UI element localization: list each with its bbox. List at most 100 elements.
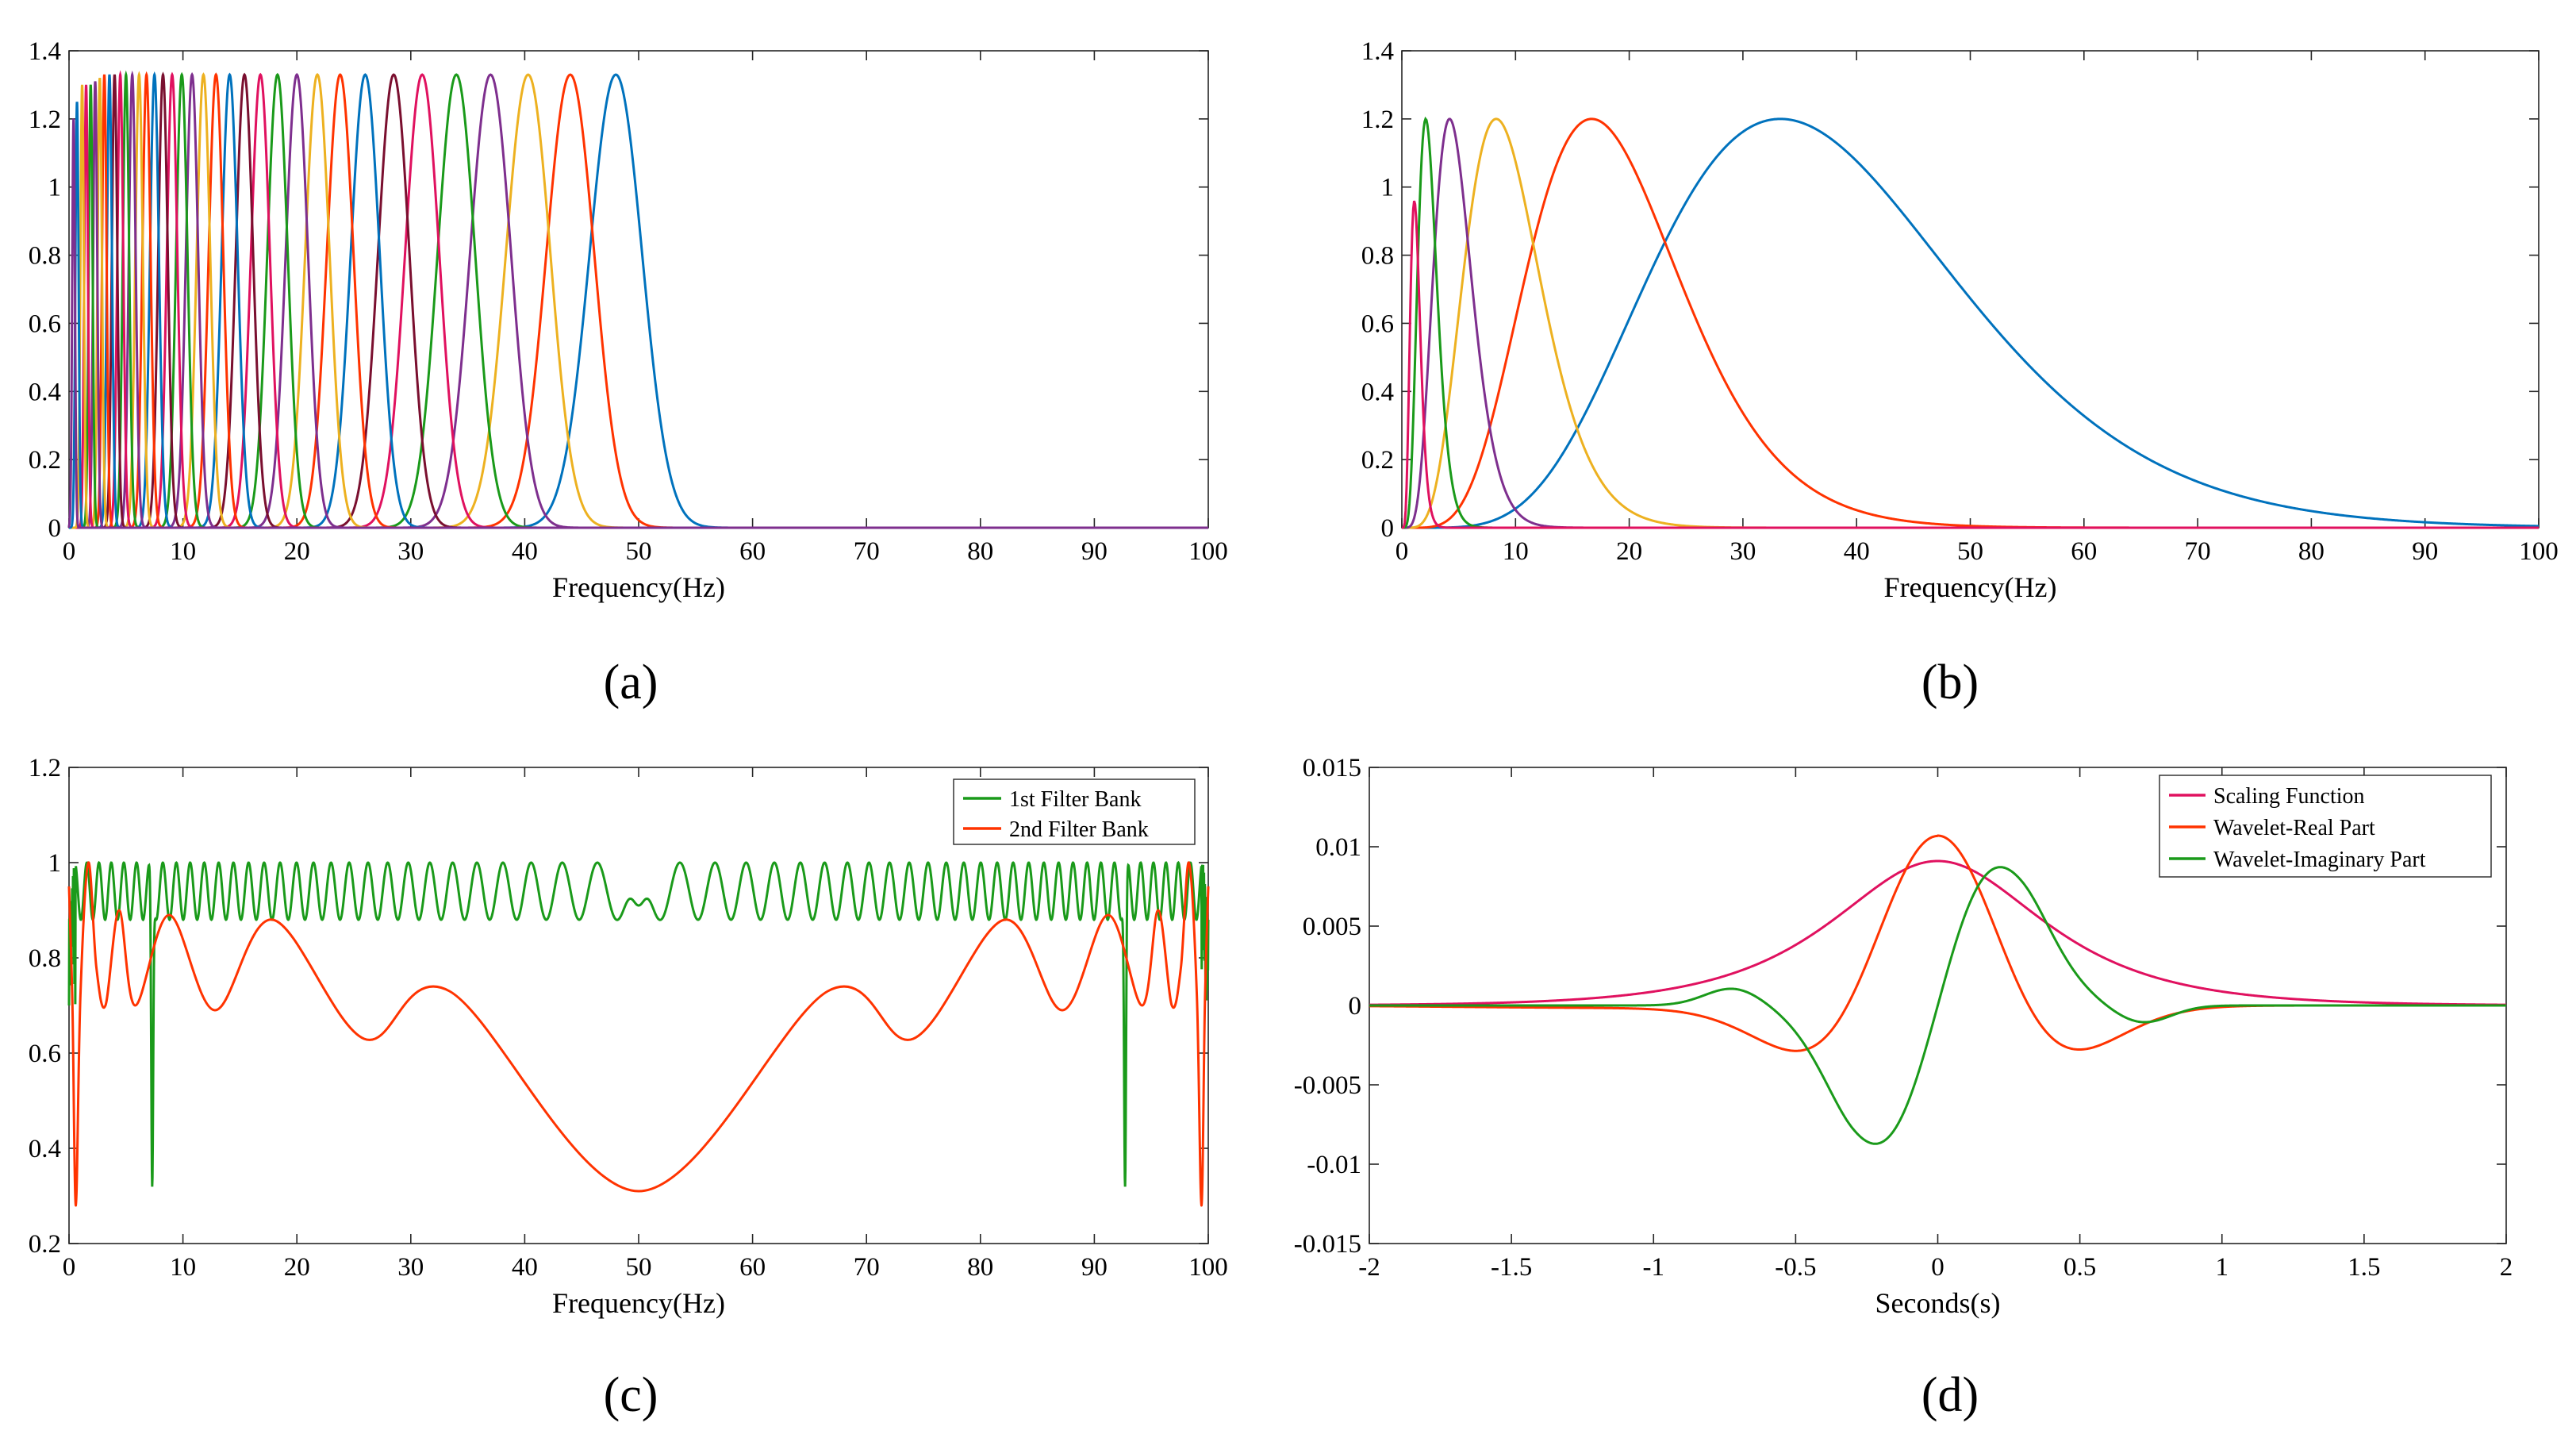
chart-panel-d: -2 -1.5 -1 -0.5 0 0.5 1 1.5 2 -0.015 -0.01 -0.005 0 0…	[1294, 754, 2513, 1319]
y-tick-label: 0.2	[29, 446, 61, 475]
x-tick-label: 60	[739, 537, 766, 566]
x-tick-label: -2	[1358, 1253, 1380, 1282]
x-tick-label: 0	[63, 1253, 76, 1282]
y-tick-label: 0.4	[29, 1135, 61, 1163]
y-tick-label: 0.015	[1303, 754, 1361, 782]
x-tick-label: -0.5	[1775, 1253, 1816, 1282]
series-line-filter-37	[67, 118, 1208, 529]
x-tick-label: 0	[1395, 537, 1409, 566]
y-tick-label: -0.005	[1294, 1071, 1361, 1100]
x-axis-title: Frequency(Hz)	[552, 1287, 725, 1319]
series-line-2nd-filter-bank	[67, 861, 1210, 1207]
x-tick-label: 40	[1844, 537, 1870, 566]
y-tick-label: 0.8	[1361, 242, 1394, 271]
x-tick-label: 80	[967, 1253, 993, 1282]
x-tick-label: 50	[1957, 537, 1983, 566]
y-tick-label: 1.2	[29, 754, 61, 782]
x-tick-label: 90	[1081, 1253, 1108, 1282]
y-tick-label: 1	[48, 174, 62, 202]
x-tick-label: 80	[967, 537, 993, 566]
x-tick-label: 70	[854, 1253, 880, 1282]
x-tick-label: 100	[2519, 537, 2559, 566]
x-tick-label: 10	[170, 537, 196, 566]
series-line-scale-6	[1401, 200, 2539, 529]
x-tick-label: -1.5	[1491, 1253, 1532, 1282]
plot-area-frame-b	[1401, 50, 2540, 529]
x-tick-label: 70	[2185, 537, 2211, 566]
legend-box	[2159, 775, 2492, 878]
series-group-d	[1369, 834, 2507, 1145]
legend-box	[953, 779, 1196, 845]
x-axis-title: Frequency(Hz)	[552, 571, 725, 603]
legend-label: Scaling Function	[2213, 784, 2365, 809]
x-tick-label: 20	[284, 1253, 310, 1282]
legend-label: Wavelet-Imaginary Part	[2213, 848, 2426, 872]
x-tick-label: 60	[739, 1253, 766, 1282]
y-tick-label: 0.4	[1361, 378, 1394, 406]
y-tick-label: 0	[1349, 992, 1362, 1021]
series-group-b	[1401, 116, 2540, 529]
y-tick-label: 0.2	[29, 1230, 61, 1259]
legend-label: 1st Filter Bank	[1009, 787, 1141, 812]
x-tick-label: 30	[1729, 537, 1756, 566]
panel-label-c: (c)	[604, 1368, 658, 1422]
y-tick-label: 0	[1381, 514, 1395, 543]
series-group-a	[67, 70, 1208, 529]
x-tick-label: 50	[626, 537, 652, 566]
series-line-scale-4	[1402, 117, 2539, 529]
x-axis-title: Seconds(s)	[1875, 1287, 2001, 1319]
y-tick-label: 0.01	[1315, 833, 1361, 862]
x-tick-label: 1.5	[2348, 1253, 2380, 1282]
series-line-scale-2	[1402, 117, 2539, 529]
y-tick-label: 1.4	[29, 37, 61, 66]
x-tick-label: 0	[63, 537, 76, 566]
panel-label-a: (a)	[604, 655, 658, 709]
y-tick-label: 0.005	[1303, 913, 1361, 941]
legend-label: Wavelet-Real Part	[2213, 816, 2375, 840]
x-tick-label: 0.5	[2063, 1253, 2096, 1282]
x-tick-label: -1	[1643, 1253, 1665, 1282]
series-line-scale-1	[1402, 117, 2540, 529]
panel-label-d: (d)	[1921, 1368, 1979, 1422]
chart-panel-a: 0 10 20 30 40 50 60 70 80 90 100 0 0.2 0.4 0.6 0.8 1 1.2 1…	[29, 37, 1228, 603]
x-tick-label: 80	[2298, 537, 2325, 566]
panel-label-b: (b)	[1921, 655, 1979, 709]
y-tick-label: 0.8	[29, 242, 61, 271]
y-tick-label: -0.01	[1307, 1151, 1361, 1179]
y-tick-label: 1	[48, 849, 62, 878]
chart-panel-c: 0 10 20 30 40 50 60 70 80 90 100 0.2 0.4 0.6 0.8 1 1.2 Fr…	[29, 754, 1228, 1319]
legend-label: 2nd Filter Bank	[1009, 817, 1149, 842]
y-tick-label: 1	[1381, 174, 1395, 202]
x-tick-label: 40	[512, 537, 538, 566]
x-tick-label: 40	[512, 1253, 538, 1282]
y-tick-label: 0.2	[1361, 446, 1394, 475]
x-tick-label: 10	[170, 1253, 196, 1282]
y-tick-label: 1.2	[1361, 106, 1394, 134]
x-tick-label: 70	[854, 537, 880, 566]
x-axis-title: Frequency(Hz)	[1884, 571, 2057, 603]
series-line-scale-3	[1402, 117, 2539, 529]
y-tick-label: 0.8	[29, 944, 61, 973]
series-line-scaling-function	[1369, 859, 2507, 1006]
x-tick-label: 90	[1081, 537, 1108, 566]
series-line-scale-5	[1402, 116, 2539, 529]
x-tick-label: 30	[397, 537, 424, 566]
series-group-c	[67, 860, 1210, 1207]
y-tick-label: 0.6	[1361, 309, 1394, 338]
x-tick-label: 30	[397, 1253, 424, 1282]
y-tick-label: 1.2	[29, 106, 61, 134]
series-line-wavelet-imaginary-part	[1369, 866, 2506, 1145]
legend-d: Scaling Function Wavelet-Real Part Wavelet…	[2159, 775, 2492, 878]
x-tick-label: 60	[2071, 537, 2097, 566]
x-tick-label: 50	[626, 1253, 652, 1282]
x-tick-label: 20	[1616, 537, 1642, 566]
y-tick-label: 0	[48, 514, 62, 543]
x-tick-label: 0	[1931, 1253, 1944, 1282]
x-tick-label: 2	[2500, 1253, 2513, 1282]
x-tick-label: 1	[2216, 1253, 2229, 1282]
y-tick-label: 1.4	[1361, 37, 1394, 66]
chart-panel-b: 0 10 20 30 40 50 60 70 80 90 100 0 0.2 0.4 0.6 0.8 1 1.2 1…	[1361, 37, 2559, 603]
x-tick-label: 100	[1188, 537, 1228, 566]
x-tick-label: 90	[2412, 537, 2438, 566]
